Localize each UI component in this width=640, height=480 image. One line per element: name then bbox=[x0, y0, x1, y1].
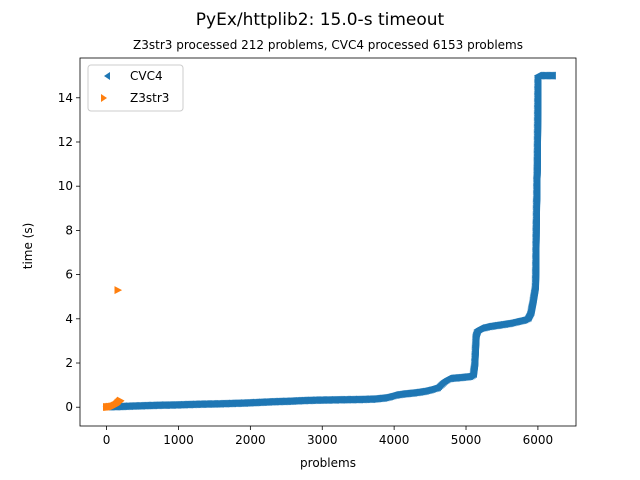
plot-area: 0 1000 2000 3000 4000 5000 6000 0 2 4 6 8 10 12 14 bbox=[58, 57, 577, 447]
y-tick-label: 6 bbox=[65, 268, 73, 282]
legend-box bbox=[87, 64, 184, 112]
data-point-cvc4 bbox=[548, 71, 556, 80]
data-point-z3str3 bbox=[114, 286, 123, 295]
x-tick-label: 5000 bbox=[451, 433, 482, 447]
y-tick-label: 10 bbox=[58, 179, 73, 193]
x-tick-label: 3000 bbox=[307, 433, 338, 447]
legend-marker-z3str3 bbox=[101, 94, 107, 102]
x-tick-label: 6000 bbox=[523, 433, 554, 447]
legend: CVC4 Z3str3 bbox=[87, 64, 184, 112]
x-axis-label: problems bbox=[300, 456, 356, 470]
y-axis-label: time (s) bbox=[21, 223, 35, 270]
x-tick-label: 2000 bbox=[235, 433, 266, 447]
legend-label-cvc4: CVC4 bbox=[130, 69, 163, 83]
y-tick-label: 12 bbox=[58, 135, 73, 149]
y-tick-label: 14 bbox=[58, 91, 73, 105]
legend-marker-cvc4 bbox=[104, 72, 110, 80]
data-point-z3str3 bbox=[117, 396, 125, 405]
series-layer bbox=[102, 71, 556, 411]
y-tick-label: 8 bbox=[65, 223, 73, 237]
y-tick-label: 4 bbox=[65, 312, 73, 326]
legend-label-z3str3: Z3str3 bbox=[130, 91, 169, 105]
y-tick-label: 2 bbox=[65, 356, 73, 370]
x-tick-label: 1000 bbox=[163, 433, 194, 447]
chart-subtitle: Z3str3 processed 212 problems, CVC4 proc… bbox=[133, 38, 523, 52]
x-tick-label: 0 bbox=[103, 433, 111, 447]
x-tick-label: 4000 bbox=[379, 433, 410, 447]
y-tick-label: 0 bbox=[65, 400, 73, 414]
chart-title: PyEx/httplib2: 15.0-s timeout bbox=[196, 10, 445, 30]
axes-frame bbox=[79, 57, 577, 427]
